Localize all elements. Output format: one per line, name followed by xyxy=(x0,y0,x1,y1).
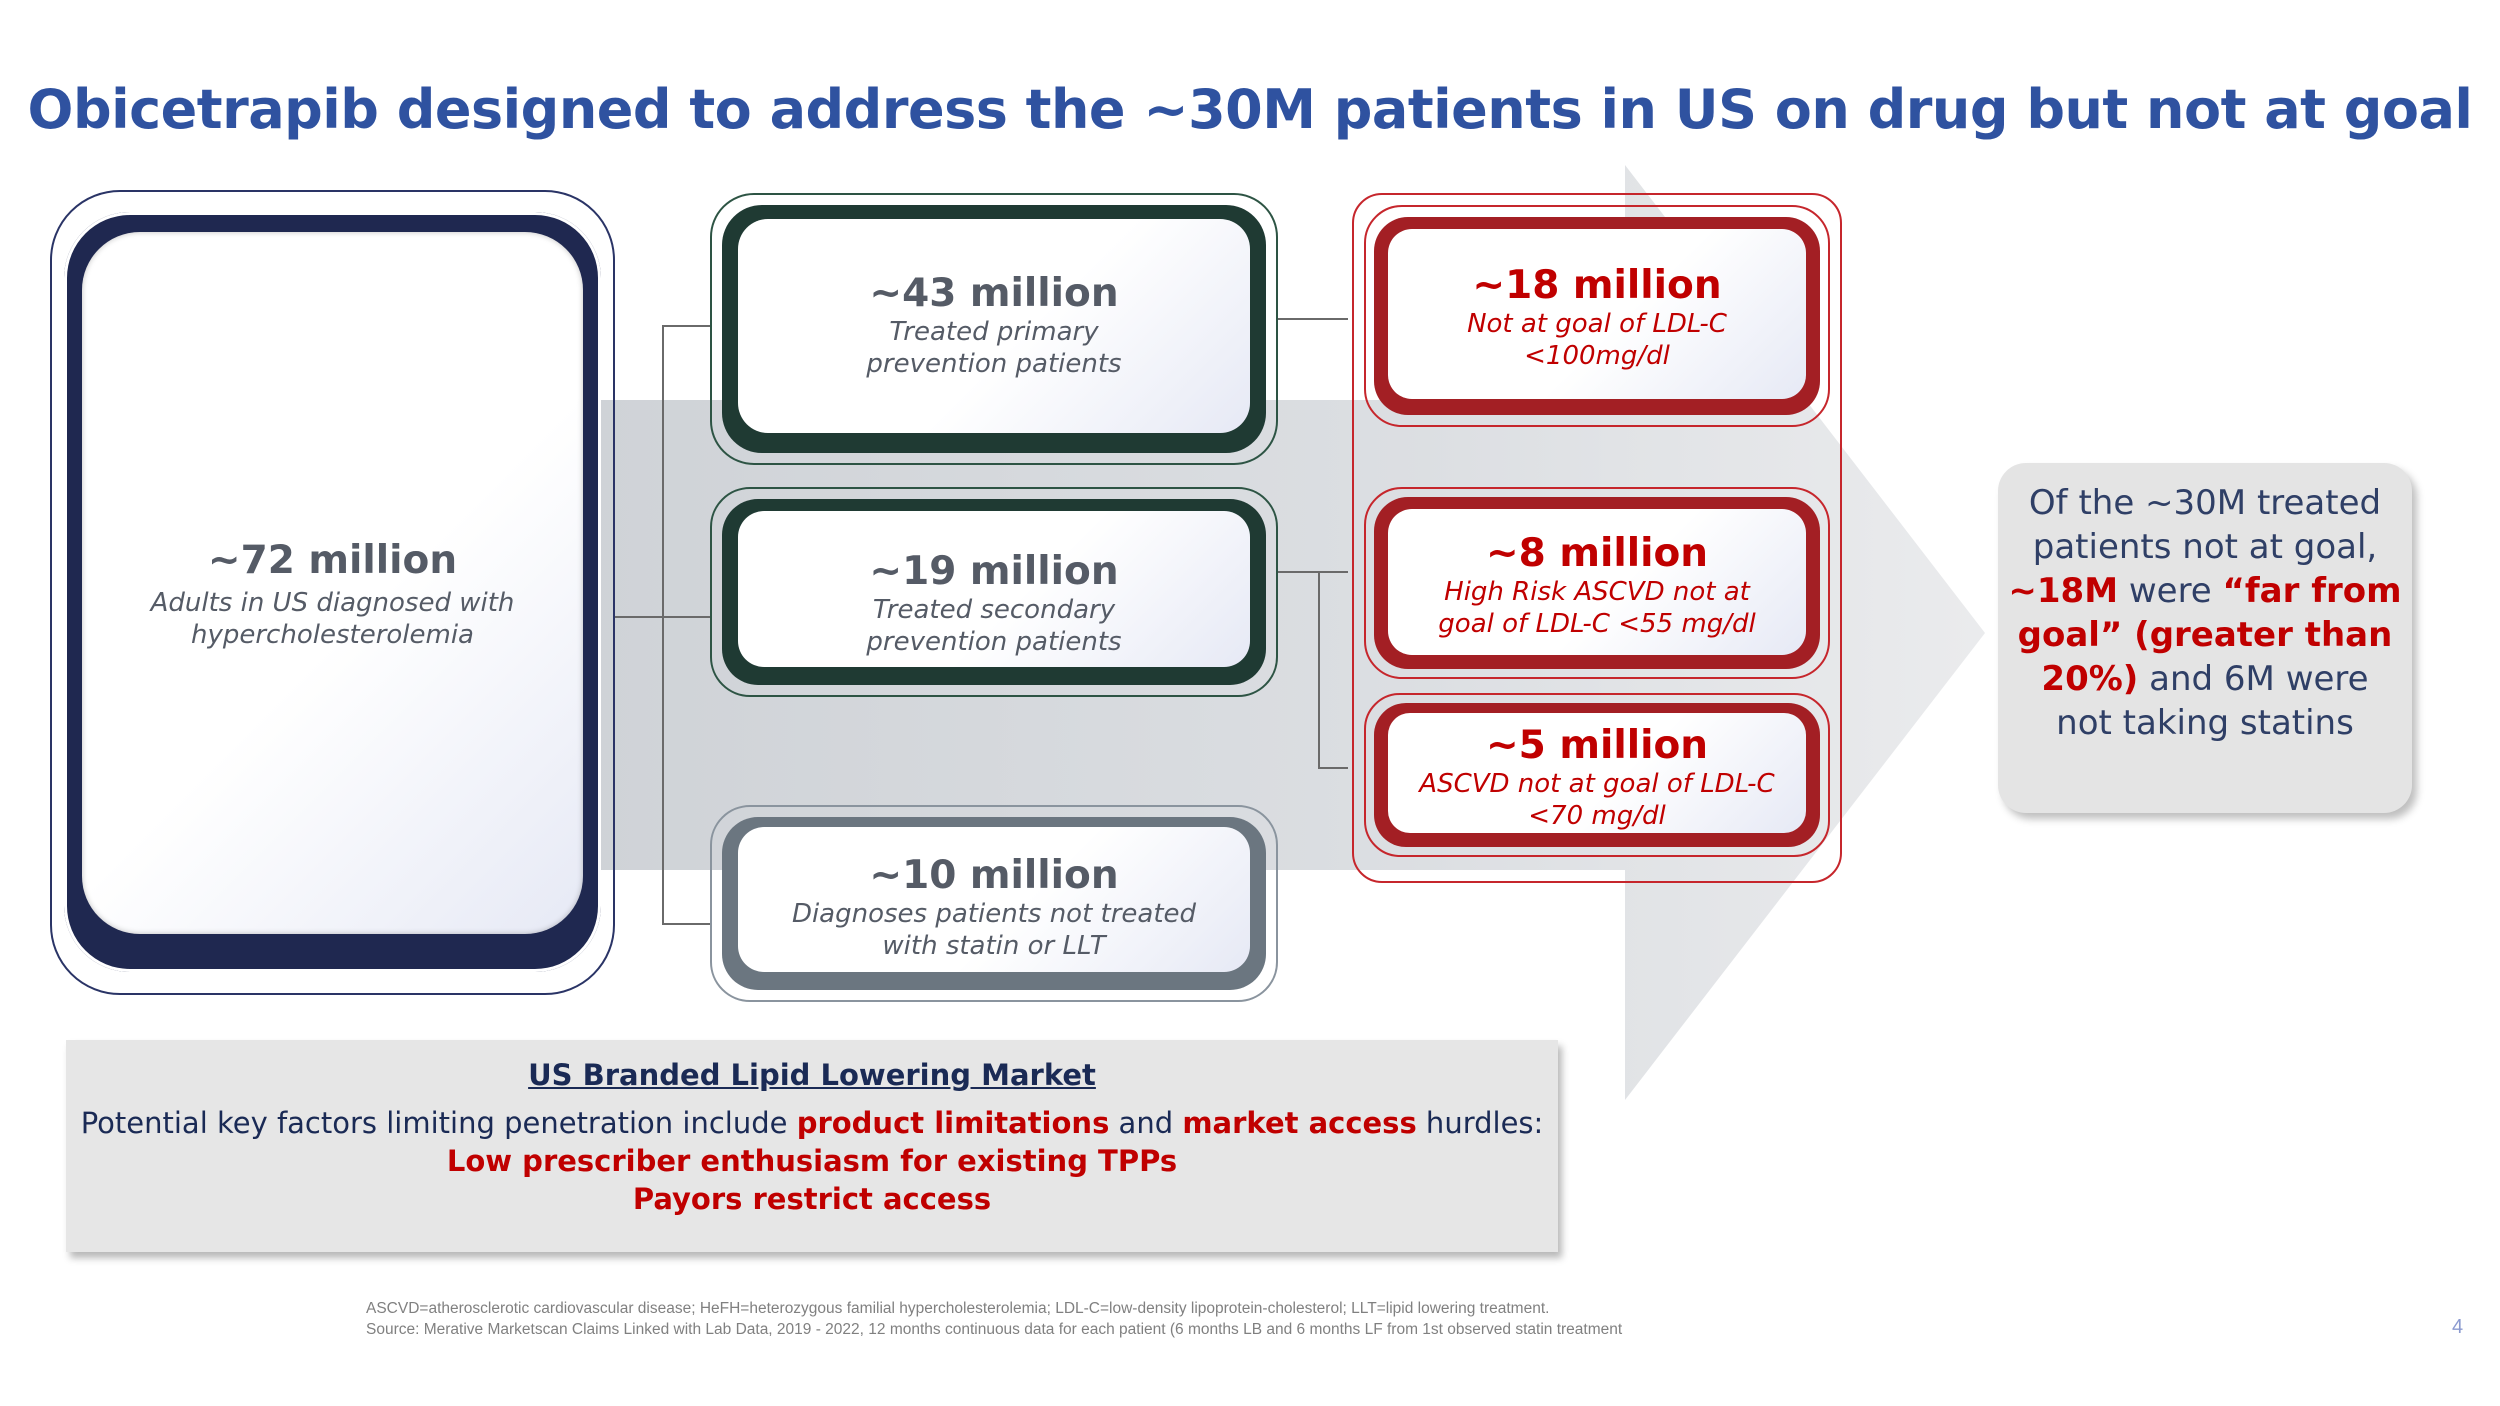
market-access: market access xyxy=(1182,1106,1417,1140)
goal100-box: ~18 million Not at goal of LDL-C <100mg/… xyxy=(1364,205,1830,427)
goal55-desc-line1: High Risk ASCVD not at xyxy=(1444,577,1750,607)
page-title: Obicetrapib designed to address the ~30M… xyxy=(27,78,2473,141)
adults-desc-line2: hypercholesterolemia xyxy=(191,620,474,650)
goal70-box: ~5 million ASCVD not at goal of LDL-C <7… xyxy=(1364,693,1830,857)
goal55-count: ~8 million xyxy=(1485,531,1709,576)
primary-desc-line1: Treated primary xyxy=(889,317,1099,347)
market-product-limitations: product limitations xyxy=(796,1106,1110,1140)
adults-desc-line1: Adults in US diagnosed with xyxy=(150,588,515,618)
untreated-desc-line1: Diagnoses patients not treated xyxy=(791,899,1197,929)
market-line1-a: Potential key factors limiting penetrati… xyxy=(80,1106,797,1140)
secondary-count: ~19 million xyxy=(869,549,1119,594)
connector-adults-vertical xyxy=(662,325,664,925)
goal70-desc-line1: ASCVD not at goal of LDL-C xyxy=(1419,769,1775,799)
secondary-prevention-box: ~19 million Treated secondary prevention… xyxy=(710,487,1278,697)
connector-secondary-vertical xyxy=(1318,571,1320,768)
market-box: US Branded Lipid Lowering Market Potenti… xyxy=(66,1040,1558,1252)
page-number: 4 xyxy=(2452,1316,2464,1338)
callout-line6: not taking statins xyxy=(2056,703,2354,743)
market-line3: Payors restrict access xyxy=(632,1182,992,1216)
goal100-desc-line2: <100mg/dl xyxy=(1524,341,1670,371)
callout-line2: patients not at goal, xyxy=(2032,527,2378,567)
callout-line1: Of the ~30M treated xyxy=(2028,483,2382,523)
secondary-desc-line2: prevention patients xyxy=(866,627,1122,657)
connector-to-primary xyxy=(662,325,710,327)
primary-count: ~43 million xyxy=(869,271,1119,316)
callout-6m: and 6M were xyxy=(2138,659,2369,699)
connector-primary-to-goal100 xyxy=(1278,318,1348,320)
goal55-desc-line2: goal of LDL-C <55 mg/dl xyxy=(1438,609,1756,639)
callout-line4: goal” (greater than xyxy=(2017,615,2393,655)
goal100-desc-line1: Not at goal of LDL-C xyxy=(1467,309,1727,339)
callout-far-from: “far from xyxy=(2222,571,2402,611)
callout-were: were xyxy=(2118,571,2223,611)
callout-line3: ~18M were “far from xyxy=(1998,569,2412,613)
secondary-desc-line1: Treated secondary xyxy=(872,595,1116,625)
primary-desc-line2: prevention patients xyxy=(866,349,1122,379)
market-heading: US Branded Lipid Lowering Market xyxy=(528,1058,1096,1092)
primary-prevention-box: ~43 million Treated primary prevention p… xyxy=(710,193,1278,465)
goal55-box: ~8 million High Risk ASCVD not at goal o… xyxy=(1364,487,1830,679)
not-at-goal-group xyxy=(1352,193,1842,883)
connector-to-untreated xyxy=(662,923,710,925)
connector-to-goal70 xyxy=(1318,767,1348,769)
market-line2: Low prescriber enthusiasm for existing T… xyxy=(446,1144,1178,1178)
untreated-count: ~10 million xyxy=(869,853,1119,898)
connector-to-secondary xyxy=(662,616,710,618)
goal70-count: ~5 million xyxy=(1485,723,1709,768)
goal100-count: ~18 million xyxy=(1472,263,1722,308)
connector-adults-stem xyxy=(615,616,663,618)
goal70-desc-line2: <70 mg/dl xyxy=(1528,801,1666,831)
market-line1-c: hurdles: xyxy=(1416,1106,1544,1140)
callout-18m: ~18M xyxy=(2008,571,2119,611)
untreated-desc-line2: with statin or LLT xyxy=(882,931,1106,961)
footnote-abbreviations: ASCVD=atherosclerotic cardiovascular dis… xyxy=(366,1300,1550,1317)
connector-secondary-stem xyxy=(1278,571,1320,573)
market-line1-b: and xyxy=(1109,1106,1183,1140)
market-line1: Potential key factors limiting penetrati… xyxy=(66,1104,1558,1142)
callout-line5: 20%) and 6M were xyxy=(1998,657,2412,701)
summary-callout: Of the ~30M treated patients not at goal… xyxy=(1998,463,2412,813)
footnote-source: Source: Merative Marketscan Claims Linke… xyxy=(366,1321,1623,1338)
adults-diagnosed-box: ~72 million Adults in US diagnosed with … xyxy=(50,190,615,995)
connector-to-goal55 xyxy=(1318,571,1348,573)
callout-20pct: 20%) xyxy=(2041,659,2139,699)
untreated-box: ~10 million Diagnoses patients not treat… xyxy=(710,805,1278,1002)
adults-count: ~72 million xyxy=(207,538,458,583)
